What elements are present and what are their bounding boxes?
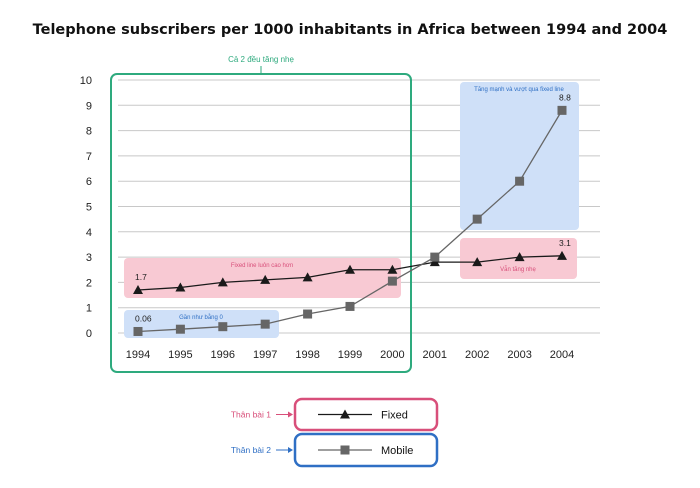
annotation-box-near-zero (124, 310, 279, 338)
annotation-boxes: Fixed line luôn cao hơn Gần như bằng 0 Tăn… (110, 55, 579, 373)
fixed-point (133, 284, 143, 294)
y-tick-label: 9 (86, 100, 92, 112)
data-labels: 1.7 0.06 8.8 3.1 (135, 92, 571, 323)
x-tick-label: 2004 (550, 349, 574, 361)
fixed-point (557, 250, 567, 260)
fixed-point (260, 274, 271, 284)
y-tick-label: 6 (86, 176, 92, 188)
y-tick-label: 7 (86, 151, 92, 163)
mobile-point (430, 252, 440, 262)
legend-tag-arrowhead (288, 447, 293, 453)
mobile-point (387, 276, 397, 286)
fixed-point (472, 257, 483, 267)
chart-title: Telephone subscribers per 1000 inhabitan… (32, 22, 668, 38)
x-tick-label: 1998 (295, 349, 319, 361)
data-label: 8.8 (559, 92, 571, 102)
x-tick-label: 2002 (465, 349, 489, 361)
mobile-point (472, 214, 482, 224)
y-tick-label: 10 (80, 75, 92, 87)
data-label: 0.06 (135, 313, 152, 323)
x-tick-label: 2001 (423, 349, 447, 361)
fixed-point (175, 282, 186, 292)
x-axis-ticks: 1994 1995 1996 1997 1998 1999 2000 2001 2002 2003… (126, 349, 574, 361)
legend-label: Mobile (381, 445, 413, 457)
y-tick-label: 3 (86, 252, 92, 264)
fixed-point (514, 252, 525, 262)
legend-label: Fixed (381, 410, 408, 422)
mobile-point (345, 301, 355, 311)
data-label: 1.7 (135, 272, 147, 282)
mobile-point (175, 324, 185, 334)
x-tick-label: 1999 (338, 349, 362, 361)
data-label: 3.1 (559, 238, 571, 248)
fixed-point (340, 409, 350, 419)
fixed-point (345, 264, 355, 274)
series-lines (133, 105, 567, 336)
y-axis-ticks: 0 1 2 3 4 5 6 7 8 9 10 (80, 75, 92, 340)
x-tick-label: 1994 (126, 349, 150, 361)
legend-tag: Thân bài 2 (231, 445, 271, 455)
annotation-fixed-slight: Vẫn tăng nhẹ (500, 266, 536, 273)
y-tick-label: 2 (86, 277, 92, 289)
annotation-mobile-surge: Tăng mạnh và vượt qua fixed line (474, 87, 564, 93)
y-tick-label: 1 (86, 303, 92, 315)
y-tick-label: 0 (86, 328, 92, 340)
x-tick-label: 1995 (168, 349, 192, 361)
fixed-point (429, 257, 440, 267)
legend: Fixed Thân bài 1 Mobile Thân bài 2 (231, 397, 439, 468)
mobile-point (557, 105, 567, 115)
y-tick-label: 8 (86, 126, 92, 138)
mobile-point (260, 319, 270, 329)
mobile-point (218, 322, 228, 332)
annotation-box-fixed-higher (124, 258, 401, 298)
legend-tag-arrowhead (288, 411, 293, 418)
mobile-point (340, 445, 350, 455)
x-tick-label: 2000 (380, 349, 404, 361)
x-tick-label: 1997 (253, 349, 277, 361)
annotation-fixed-higher: Fixed line luôn cao hơn (231, 263, 293, 269)
mobile-point (133, 326, 143, 336)
y-tick-label: 5 (86, 202, 92, 214)
mobile-point (515, 176, 525, 186)
legend-tag: Thân bài 1 (231, 410, 271, 420)
annotation-near-zero: Gần như bằng 0 (179, 314, 223, 321)
annotation-green-label: Cả 2 đều tăng nhẹ (228, 55, 294, 64)
annotation-box-mobile-surge (460, 82, 579, 230)
fixed-point (217, 277, 228, 287)
fixed-point (387, 264, 398, 274)
mobile-point (303, 309, 313, 319)
x-tick-label: 2003 (507, 349, 531, 361)
x-tick-label: 1996 (211, 349, 235, 361)
fixed-point (302, 272, 313, 282)
y-tick-label: 4 (86, 227, 92, 239)
